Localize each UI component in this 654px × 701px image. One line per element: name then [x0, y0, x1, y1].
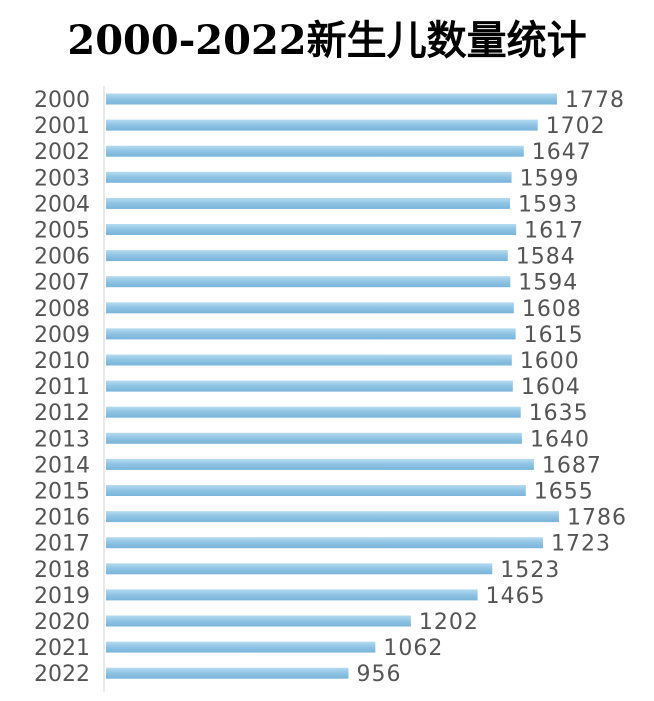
bar-2014: [106, 458, 534, 470]
bar-2005: [106, 224, 517, 235]
bar-2000: [106, 93, 557, 105]
year-label-2016: 2016: [34, 506, 90, 531]
value-label-2021: 1062: [383, 636, 443, 661]
year-label-2021: 2021: [34, 636, 90, 661]
year-label-2005: 2005: [34, 219, 90, 244]
value-label-2016: 1786: [567, 506, 627, 531]
value-label-2005: 1617: [524, 219, 584, 244]
bar-2012: [106, 406, 521, 418]
bar-2013: [106, 432, 522, 444]
bar-2018: [106, 563, 493, 575]
value-label-2012: 1635: [529, 401, 589, 426]
value-label-2007: 1594: [518, 271, 578, 296]
value-label-2013: 1640: [530, 427, 590, 452]
bar-2011: [106, 380, 513, 392]
value-label-2006: 1584: [516, 245, 576, 270]
value-label-2019: 1465: [486, 584, 546, 609]
bar-2006: [106, 250, 508, 262]
year-label-2017: 2017: [34, 532, 90, 557]
bar-2009: [106, 328, 516, 340]
year-label-2014: 2014: [34, 453, 90, 478]
year-label-2018: 2018: [34, 558, 90, 583]
year-label-2004: 2004: [34, 192, 90, 217]
value-label-2000: 1778: [565, 88, 625, 113]
year-label-2012: 2012: [34, 401, 90, 426]
value-label-2011: 1604: [521, 375, 581, 400]
year-label-2001: 2001: [34, 114, 90, 139]
bar-2001: [106, 119, 538, 131]
year-label-2019: 2019: [34, 584, 90, 609]
year-label-2020: 2020: [34, 610, 90, 635]
value-label-2009: 1615: [524, 323, 584, 348]
value-label-2015: 1655: [534, 480, 594, 505]
bar-2003: [106, 171, 512, 183]
year-label-2015: 2015: [34, 480, 90, 505]
year-label-2002: 2002: [34, 140, 90, 165]
year-label-2006: 2006: [34, 245, 90, 270]
year-label-2013: 2013: [34, 427, 90, 452]
bar-2016: [106, 511, 559, 523]
year-label-2007: 2007: [34, 271, 90, 296]
value-label-2022: 956: [356, 662, 401, 687]
value-label-2014: 1687: [542, 453, 602, 478]
year-label-2008: 2008: [34, 297, 90, 322]
bar-2020: [106, 615, 411, 627]
value-label-2001: 1702: [546, 114, 606, 139]
year-label-2010: 2010: [34, 349, 90, 374]
bar-2010: [106, 354, 512, 366]
bar-2015: [106, 485, 526, 496]
bar-2021: [106, 641, 376, 653]
value-label-2002: 1647: [532, 140, 592, 165]
bar-2019: [106, 589, 478, 601]
value-label-2008: 1608: [522, 297, 582, 322]
year-label-2011: 2011: [34, 375, 90, 400]
value-label-2018: 1523: [500, 558, 560, 583]
year-label-2009: 2009: [34, 323, 90, 348]
year-label-2000: 2000: [34, 88, 90, 113]
bar-2017: [106, 537, 544, 549]
value-label-2020: 1202: [419, 610, 479, 635]
value-label-2003: 1599: [520, 166, 580, 191]
year-label-2003: 2003: [34, 166, 90, 191]
chart-title: 2000-2022新生儿数量统计: [67, 17, 587, 64]
bar-2022: [106, 667, 349, 679]
bars-group: 2000 1778 2001 1702 2002 1647 2003 1599 2004 1593…: [34, 88, 627, 687]
bar-2004: [106, 197, 511, 209]
value-label-2004: 1593: [518, 192, 578, 217]
value-label-2010: 1600: [520, 349, 580, 374]
value-label-2017: 1723: [551, 532, 611, 557]
year-label-2022: 2022: [34, 662, 90, 687]
bar-2007: [106, 276, 511, 288]
bar-2008: [106, 302, 514, 314]
bar-2002: [106, 145, 524, 157]
